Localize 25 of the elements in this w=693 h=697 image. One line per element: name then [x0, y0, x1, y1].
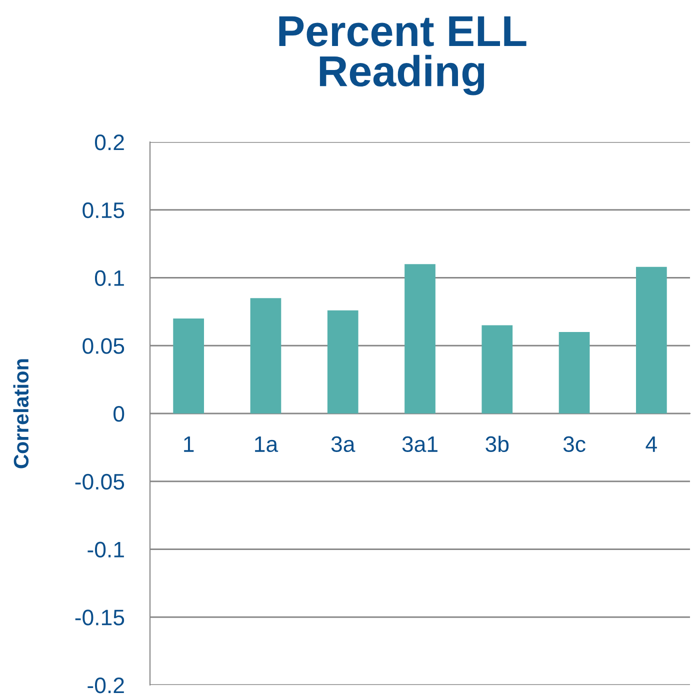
bar [404, 264, 436, 414]
bar [327, 310, 358, 414]
x-tick-label: 4 [646, 436, 657, 452]
bar [636, 266, 667, 414]
x-tick-label: 1a [255, 436, 278, 452]
y-tick-label: 0.05 [82, 338, 124, 354]
y-tick-label: -0.05 [75, 474, 124, 490]
y-tick-label: 0.1 [94, 270, 124, 286]
bar [250, 298, 282, 414]
y-axis-title: Correlation [13, 359, 29, 468]
x-tick-label: 3b [486, 436, 509, 452]
x-tick-label: 3c [563, 436, 586, 452]
y-tick-label: -0.15 [75, 610, 124, 626]
x-tick-label: 3a1 [402, 436, 438, 452]
bar [173, 318, 204, 414]
y-tick-label: 0 [114, 406, 124, 422]
y-tick-label: -0.2 [88, 678, 124, 694]
y-tick-label: 0.2 [94, 134, 124, 150]
y-tick-label: 0.15 [82, 202, 124, 218]
bar [482, 325, 513, 414]
bar [558, 332, 590, 414]
chart-title: Percent ELL Reading [279, 16, 526, 96]
x-tick-label: 3a [331, 436, 356, 452]
x-tick-label: 1 [184, 436, 194, 452]
y-tick-label: -0.1 [88, 542, 124, 558]
